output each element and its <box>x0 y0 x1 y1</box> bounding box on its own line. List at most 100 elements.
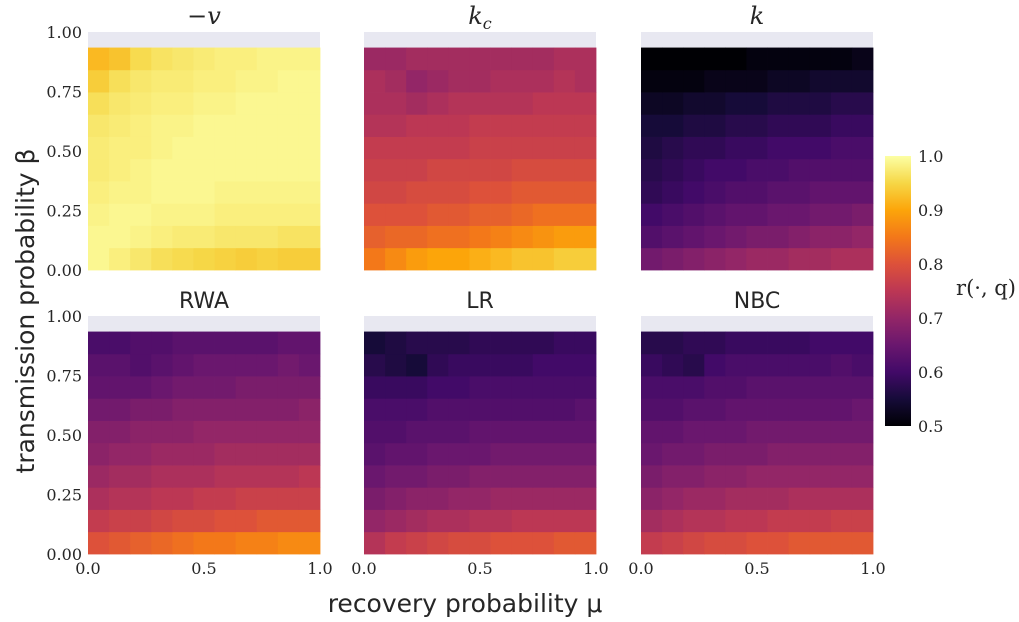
heatmap-cell <box>725 136 747 160</box>
heatmap-cell <box>532 398 555 421</box>
heatmap-cell <box>109 181 131 204</box>
heatmap-cell <box>214 353 237 377</box>
heatmap-cell <box>532 247 555 271</box>
heatmap-panel-6: NBC <box>641 289 874 555</box>
heatmap-cell <box>767 353 790 377</box>
heatmap-cell <box>553 136 576 160</box>
heatmap-cell <box>88 69 110 93</box>
heatmap-cell <box>553 398 576 421</box>
heatmap-cell <box>704 69 726 93</box>
heatmap-cell <box>683 509 705 533</box>
heatmap-cell <box>298 465 321 488</box>
heatmap-cell <box>172 398 194 421</box>
heatmap-cell <box>256 181 279 204</box>
heatmap-cell <box>788 331 811 355</box>
heatmap-cell <box>469 531 491 555</box>
heatmap-cell <box>641 203 663 226</box>
heatmap-cell <box>553 92 576 115</box>
heatmap-cell <box>427 136 449 160</box>
heatmap-cell <box>151 487 173 510</box>
heatmap-cell <box>532 442 555 466</box>
heatmap-cell <box>704 487 726 510</box>
heatmap-cell <box>788 442 811 466</box>
panel-title: k <box>750 2 765 30</box>
heatmap-cell <box>298 487 321 510</box>
heatmap-cell <box>809 114 832 137</box>
heatmap-cell <box>641 398 663 421</box>
heatmap-panel-1: −v <box>88 2 321 271</box>
heatmap-cell <box>385 114 407 137</box>
heatmap-cell <box>788 203 811 226</box>
heatmap-cell <box>490 181 513 204</box>
heatmap-cell <box>767 531 790 555</box>
heatmap-cell <box>214 225 237 249</box>
heatmap-cell <box>662 487 684 510</box>
heatmap-cell <box>704 203 726 226</box>
heatmap-cell <box>746 114 768 137</box>
heatmap-cell <box>704 465 726 488</box>
heatmap-cell <box>427 331 449 355</box>
heatmap-cell <box>469 136 491 160</box>
heatmap-cell <box>406 47 428 71</box>
x-tick-label: 0.0 <box>75 559 100 578</box>
heatmap-cell <box>851 465 874 488</box>
heatmap-cell <box>277 442 300 466</box>
heatmap-cell <box>364 158 386 182</box>
heatmap-cell <box>662 69 684 93</box>
heatmap-cell <box>511 225 534 249</box>
heatmap-cell <box>574 331 597 355</box>
heatmap-cell <box>277 353 300 377</box>
heatmap-cell <box>788 420 811 444</box>
heatmap-cell <box>851 92 874 115</box>
heatmap-cell <box>767 247 790 271</box>
heatmap-cell <box>641 442 663 466</box>
heatmap-cell <box>364 92 386 115</box>
y-tick-label: 0.50 <box>46 142 82 161</box>
heatmap-cell <box>448 181 470 204</box>
colorbar-tick-label: 0.9 <box>918 201 943 220</box>
heatmap-cell <box>256 420 279 444</box>
heatmap-cell <box>788 376 811 399</box>
heatmap-cell <box>256 331 279 355</box>
heatmap-cell <box>830 465 853 488</box>
heatmap-cell <box>172 225 194 249</box>
heatmap-cell <box>746 420 768 444</box>
heatmap-cell <box>235 353 258 377</box>
heatmap-cell <box>151 47 173 71</box>
heatmap-cell <box>235 69 258 93</box>
heatmap-cell <box>193 158 215 182</box>
heatmap-cell <box>641 47 663 71</box>
heatmap-cell <box>385 420 407 444</box>
heatmap-cell <box>88 487 110 510</box>
heatmap-cell <box>553 465 576 488</box>
heatmap-cell <box>385 353 407 377</box>
heatmap-cell <box>256 442 279 466</box>
heatmap-cell <box>469 331 491 355</box>
heatmap-cell <box>385 225 407 249</box>
heatmap-cell <box>725 181 747 204</box>
heatmap-cell <box>235 225 258 249</box>
heatmap-cell <box>553 420 576 444</box>
heatmap-cell <box>172 114 194 137</box>
heatmap-panels: −v kc k RWA LR NBC <box>88 2 874 555</box>
heatmap-cell <box>809 136 832 160</box>
heatmap-cell <box>851 136 874 160</box>
x-tick-label: 0.5 <box>467 559 492 578</box>
heatmap-cell <box>553 114 576 137</box>
heatmap-cell <box>172 531 194 555</box>
heatmap-cell <box>214 92 237 115</box>
heatmap-cell <box>448 398 470 421</box>
heatmap-cell <box>746 158 768 182</box>
heatmap-cell <box>469 247 491 271</box>
y-tick-label: 0.25 <box>46 486 82 505</box>
heatmap-cell <box>851 531 874 555</box>
x-tick-label: 0.5 <box>744 559 769 578</box>
heatmap-cell <box>704 47 726 71</box>
heatmap-cell <box>193 487 215 510</box>
heatmap-cell <box>662 181 684 204</box>
heatmap-cell <box>277 487 300 510</box>
heatmap-cell <box>214 158 237 182</box>
heatmap-cell <box>767 158 790 182</box>
heatmap-cell <box>809 47 832 71</box>
